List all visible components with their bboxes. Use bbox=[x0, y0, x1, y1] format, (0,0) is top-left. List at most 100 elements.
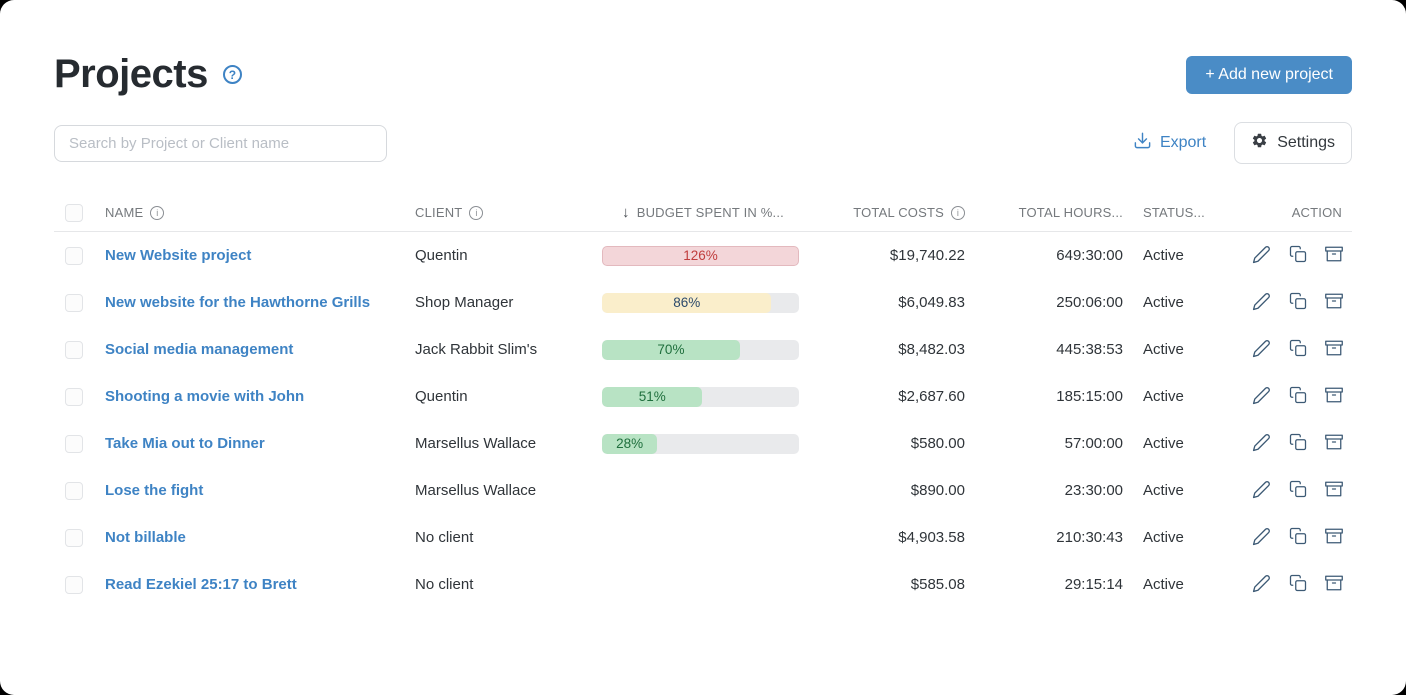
duplicate-button[interactable] bbox=[1288, 292, 1307, 313]
header-name[interactable]: NAME i bbox=[105, 205, 415, 220]
row-checkbox[interactable] bbox=[65, 528, 83, 547]
header-total-costs[interactable]: TOTAL COSTS i bbox=[827, 205, 965, 220]
archive-button[interactable] bbox=[1324, 387, 1343, 406]
status-value: Active bbox=[1143, 529, 1184, 546]
row-checkbox[interactable] bbox=[65, 481, 83, 500]
client-name: No client bbox=[415, 576, 474, 593]
budget-progress: 86% bbox=[602, 292, 799, 313]
help-circle-icon[interactable]: ? bbox=[222, 65, 242, 84]
duplicate-button[interactable] bbox=[1288, 386, 1307, 406]
budget-percent-label: 70% bbox=[657, 342, 685, 357]
add-new-project-button[interactable]: + Add new project bbox=[1186, 55, 1352, 94]
row-checkbox[interactable] bbox=[65, 434, 83, 453]
project-name-link[interactable]: New website for the Hawthorne Grills bbox=[105, 293, 371, 311]
total-costs-value: $890.00 bbox=[910, 482, 965, 499]
archive-box-icon bbox=[1324, 245, 1343, 266]
total-costs-value: $6,049.83 bbox=[898, 294, 965, 311]
copy-icon bbox=[1289, 433, 1307, 454]
edit-button[interactable] bbox=[1252, 245, 1271, 265]
budget-percent-label: 86% bbox=[673, 295, 701, 310]
edit-pencil-icon bbox=[1252, 433, 1271, 455]
row-checkbox[interactable] bbox=[65, 387, 83, 406]
header-status[interactable]: STATUS... bbox=[1143, 205, 1205, 220]
header-budget-spent[interactable]: ↓ BUDGET SPENT IN %... bbox=[622, 204, 784, 221]
project-name-link[interactable]: Not billable bbox=[105, 528, 186, 546]
status-value: Active bbox=[1143, 294, 1184, 311]
budget-progress-fill: 86% bbox=[602, 292, 772, 313]
budget-percent-label: 126% bbox=[683, 248, 718, 263]
archive-box-icon bbox=[1324, 574, 1343, 595]
table-header-row: NAME i CLIENT i ↓ BUDGET SPENT IN %... T… bbox=[54, 194, 1352, 232]
budget-progress: 28% bbox=[602, 433, 799, 454]
archive-button[interactable] bbox=[1324, 575, 1343, 594]
project-name-link[interactable]: Read Ezekiel 25:17 to Brett bbox=[105, 575, 297, 593]
client-name: Jack Rabbit Slim's bbox=[415, 341, 538, 358]
total-costs-value: $2,687.60 bbox=[898, 388, 965, 405]
row-checkbox[interactable] bbox=[65, 293, 83, 312]
row-checkbox[interactable] bbox=[65, 246, 83, 265]
archive-button[interactable] bbox=[1324, 340, 1343, 359]
duplicate-button[interactable] bbox=[1288, 245, 1307, 266]
project-name-link[interactable]: Social media management bbox=[105, 340, 294, 358]
settings-label: Settings bbox=[1277, 134, 1335, 151]
status-value: Active bbox=[1143, 435, 1184, 452]
status-value: Active bbox=[1143, 247, 1184, 264]
edit-button[interactable] bbox=[1252, 527, 1271, 547]
edit-button[interactable] bbox=[1252, 339, 1271, 361]
info-icon[interactable]: i bbox=[469, 205, 484, 220]
archive-button[interactable] bbox=[1324, 528, 1343, 547]
archive-box-icon bbox=[1324, 339, 1343, 360]
archive-button[interactable] bbox=[1324, 246, 1343, 265]
row-checkbox[interactable] bbox=[65, 575, 83, 594]
edit-pencil-icon bbox=[1252, 386, 1271, 408]
project-name-link[interactable]: Lose the fight bbox=[105, 481, 204, 499]
info-icon[interactable]: i bbox=[951, 205, 965, 220]
info-icon[interactable]: i bbox=[150, 205, 165, 220]
table-row: Lose the fight Marsellus Wallace $890.00… bbox=[54, 467, 1352, 514]
export-label: Export bbox=[1159, 134, 1207, 151]
total-hours-value: 185:15:00 bbox=[1056, 388, 1123, 405]
budget-progress-fill: 126% bbox=[602, 245, 799, 266]
row-checkbox[interactable] bbox=[65, 340, 83, 359]
total-costs-value: $19,740.22 bbox=[889, 247, 965, 264]
copy-icon bbox=[1289, 245, 1307, 266]
client-name: Marsellus Wallace bbox=[415, 482, 537, 499]
archive-box-icon bbox=[1324, 480, 1343, 501]
copy-icon bbox=[1289, 292, 1307, 313]
status-value: Active bbox=[1143, 482, 1184, 499]
total-costs-value: $8,482.03 bbox=[898, 341, 965, 358]
gear-icon bbox=[1251, 132, 1268, 154]
duplicate-button[interactable] bbox=[1288, 433, 1307, 454]
header-total-hours[interactable]: TOTAL HOURS... bbox=[1018, 205, 1123, 220]
copy-icon bbox=[1289, 480, 1307, 501]
select-all-checkbox[interactable] bbox=[65, 203, 83, 222]
edit-pencil-icon bbox=[1252, 339, 1271, 361]
header-client[interactable]: CLIENT i bbox=[415, 205, 602, 220]
duplicate-button[interactable] bbox=[1288, 574, 1307, 594]
client-name: Quentin bbox=[415, 247, 468, 264]
duplicate-button[interactable] bbox=[1288, 339, 1307, 359]
edit-button[interactable] bbox=[1252, 480, 1271, 500]
total-costs-value: $4,903.58 bbox=[898, 529, 965, 546]
project-name-link[interactable]: Shooting a movie with John bbox=[105, 387, 305, 405]
settings-button[interactable]: Settings bbox=[1234, 122, 1352, 164]
archive-button[interactable] bbox=[1324, 481, 1343, 500]
client-name: Quentin bbox=[415, 388, 468, 405]
client-name: Marsellus Wallace bbox=[415, 435, 537, 452]
edit-button[interactable] bbox=[1252, 292, 1271, 312]
total-hours-value: 445:38:53 bbox=[1056, 341, 1123, 358]
duplicate-button[interactable] bbox=[1288, 480, 1307, 501]
duplicate-button[interactable] bbox=[1288, 527, 1307, 547]
edit-button[interactable] bbox=[1252, 433, 1271, 455]
edit-button[interactable] bbox=[1252, 386, 1271, 408]
edit-button[interactable] bbox=[1252, 574, 1271, 594]
total-hours-value: 250:06:00 bbox=[1056, 294, 1123, 311]
archive-button[interactable] bbox=[1324, 293, 1343, 312]
search-input[interactable] bbox=[54, 124, 387, 162]
project-name-link[interactable]: Take Mia out to Dinner bbox=[105, 434, 265, 452]
total-hours-value: 23:30:00 bbox=[1064, 482, 1123, 499]
export-button[interactable]: Export bbox=[1133, 131, 1206, 155]
archive-button[interactable] bbox=[1324, 434, 1343, 453]
project-name-link[interactable]: New Website project bbox=[105, 246, 252, 264]
